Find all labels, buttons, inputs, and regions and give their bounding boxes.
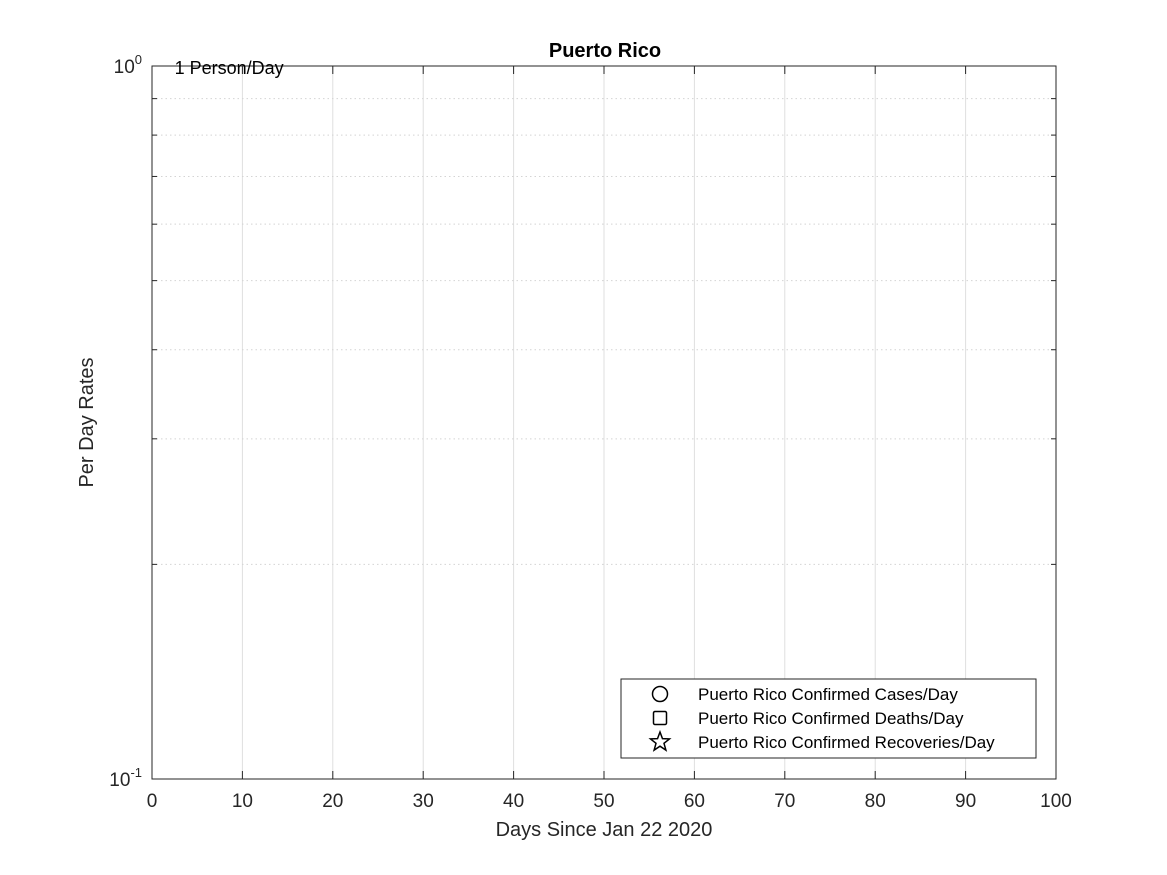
- ticks: [151, 65, 1057, 780]
- x-tick-label: 60: [684, 791, 705, 812]
- chart-title: Puerto Rico: [549, 40, 661, 62]
- x-tick-label: 50: [593, 791, 614, 812]
- x-tick-label: 20: [322, 791, 343, 812]
- x-tick-label: 80: [865, 791, 886, 812]
- x-tick-label: 70: [774, 791, 795, 812]
- legend-label: Puerto Rico Confirmed Cases/Day: [698, 685, 958, 704]
- x-tick-label: 10: [232, 791, 253, 812]
- star-marker-icon: [648, 729, 672, 752]
- annotation-text: 1 Person/Day: [175, 58, 284, 78]
- legend-item: Puerto Rico Confirmed Cases/Day: [651, 685, 958, 704]
- x-tick-label: 0: [147, 791, 158, 812]
- legend-item: Puerto Rico Confirmed Recoveries/Day: [648, 729, 995, 752]
- x-axis-label: Days Since Jan 22 2020: [496, 819, 713, 841]
- legend-item: Puerto Rico Confirmed Deaths/Day: [652, 709, 964, 728]
- x-tick-labels: 0 10 20 30 40 50 60 70 80 90 100: [147, 791, 1072, 812]
- x-tick-label: 90: [955, 791, 976, 812]
- grid: [152, 66, 1056, 779]
- y-tick-labels: 10-1 100: [109, 52, 142, 791]
- x-tick-label: 30: [413, 791, 434, 812]
- x-tick-label: 100: [1040, 791, 1072, 812]
- y-axis-label: Per Day Rates: [76, 357, 98, 487]
- circle-marker-icon: [651, 685, 669, 703]
- legend-label: Puerto Rico Confirmed Deaths/Day: [698, 709, 964, 728]
- y-tick-label: 100: [114, 52, 142, 78]
- legend-box: [620, 678, 1037, 759]
- legend-label: Puerto Rico Confirmed Recoveries/Day: [698, 733, 995, 752]
- legend: Puerto Rico Confirmed Cases/Day Puerto Ri…: [620, 678, 1037, 759]
- square-marker-icon: [652, 710, 668, 726]
- y-tick-label: 10-1: [109, 765, 142, 791]
- x-tick-label: 40: [503, 791, 524, 812]
